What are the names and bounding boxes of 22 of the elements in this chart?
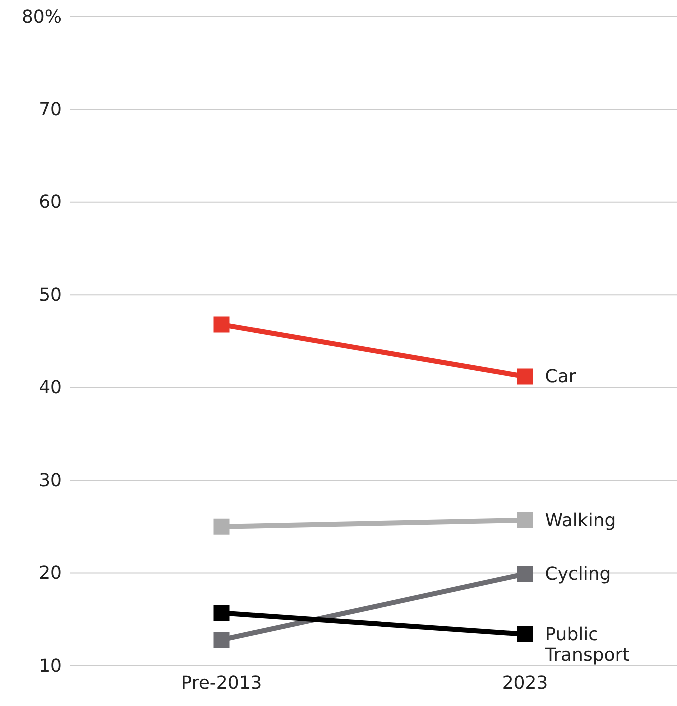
y-tick-label: 20 [39,563,62,584]
point [214,518,230,535]
y-tick-label: 60 [39,192,62,214]
point [214,605,230,622]
x-tick-label: Pre-2013 [181,672,262,694]
series-label: Car [545,366,577,388]
y-tick-label: 50 [39,284,62,306]
point [214,632,230,648]
point [517,626,534,642]
series-label: Walking [545,510,616,532]
series-label: Public Transport [544,624,630,666]
x-tick-label: 2023 [502,672,548,694]
point [517,368,534,385]
y-tick-label: 40 [39,378,62,399]
y-tick-label: 70 [39,99,62,120]
point [517,512,534,528]
point [517,566,534,582]
point [214,316,230,333]
y-tick-label: 10 [39,656,62,677]
series-label: Cycling [545,564,612,586]
y-tick-label: 30 [39,470,62,492]
y-tick-label: 80% [22,6,62,28]
